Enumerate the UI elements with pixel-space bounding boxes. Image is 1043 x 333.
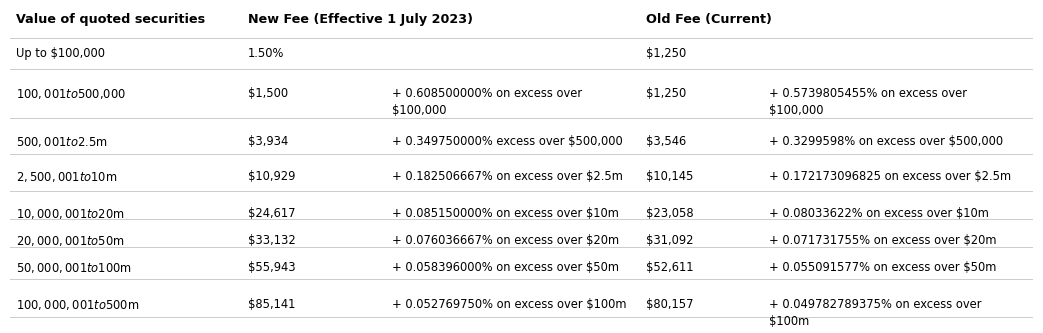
Text: + 0.182506667% on excess over $2.5m: + 0.182506667% on excess over $2.5m bbox=[392, 170, 623, 183]
Text: $52,611: $52,611 bbox=[647, 261, 694, 274]
Text: + 0.172173096825 on excess over $2.5m: + 0.172173096825 on excess over $2.5m bbox=[769, 170, 1011, 183]
Text: $23,058: $23,058 bbox=[647, 207, 694, 220]
Text: $31,092: $31,092 bbox=[647, 234, 694, 247]
Text: + 0.052769750% on excess over $100m: + 0.052769750% on excess over $100m bbox=[392, 298, 626, 311]
Text: + 0.08033622% on excess over $10m: + 0.08033622% on excess over $10m bbox=[769, 207, 989, 220]
Text: + 0.3299598% on excess over $500,000: + 0.3299598% on excess over $500,000 bbox=[769, 136, 1003, 149]
Text: $3,934: $3,934 bbox=[247, 136, 288, 149]
Text: + 0.076036667% on excess over $20m: + 0.076036667% on excess over $20m bbox=[392, 234, 618, 247]
Text: $33,132: $33,132 bbox=[247, 234, 295, 247]
Text: $1,250: $1,250 bbox=[647, 47, 686, 60]
Text: $500,001 to $2.5m: $500,001 to $2.5m bbox=[16, 136, 106, 150]
Text: $20,000,001 to $50m: $20,000,001 to $50m bbox=[16, 234, 124, 248]
Text: Up to $100,000: Up to $100,000 bbox=[16, 47, 104, 60]
Text: $1,500: $1,500 bbox=[247, 87, 288, 100]
Text: $1,250: $1,250 bbox=[647, 87, 686, 100]
Text: + 0.071731755% on excess over $20m: + 0.071731755% on excess over $20m bbox=[769, 234, 996, 247]
Text: + 0.085150000% on excess over $10m: + 0.085150000% on excess over $10m bbox=[392, 207, 618, 220]
Text: $3,546: $3,546 bbox=[647, 136, 686, 149]
Text: $50,000,001 to $100m: $50,000,001 to $100m bbox=[16, 261, 131, 275]
Text: New Fee (Effective 1 July 2023): New Fee (Effective 1 July 2023) bbox=[247, 13, 472, 26]
Text: + 0.5739805455% on excess over
$100,000: + 0.5739805455% on excess over $100,000 bbox=[769, 87, 967, 117]
Text: $100,001 to $500,000: $100,001 to $500,000 bbox=[16, 87, 125, 101]
Text: $2,500,001 to $10m: $2,500,001 to $10m bbox=[16, 170, 117, 184]
Text: 1.50%: 1.50% bbox=[247, 47, 284, 60]
Text: $24,617: $24,617 bbox=[247, 207, 295, 220]
Text: + 0.608500000% on excess over
$100,000: + 0.608500000% on excess over $100,000 bbox=[392, 87, 582, 117]
Text: $85,141: $85,141 bbox=[247, 298, 295, 311]
Text: $10,000,001 to $20m: $10,000,001 to $20m bbox=[16, 207, 124, 221]
Text: + 0.055091577% on excess over $50m: + 0.055091577% on excess over $50m bbox=[769, 261, 996, 274]
Text: $10,929: $10,929 bbox=[247, 170, 295, 183]
Text: + 0.049782789375% on excess over
$100m: + 0.049782789375% on excess over $100m bbox=[769, 298, 981, 328]
Text: $80,157: $80,157 bbox=[647, 298, 694, 311]
Text: $55,943: $55,943 bbox=[247, 261, 295, 274]
Text: + 0.349750000% excess over $500,000: + 0.349750000% excess over $500,000 bbox=[392, 136, 623, 149]
Text: + 0.058396000% on excess over $50m: + 0.058396000% on excess over $50m bbox=[392, 261, 618, 274]
Text: $100,000,001 to $500m: $100,000,001 to $500m bbox=[16, 298, 139, 312]
Text: Value of quoted securities: Value of quoted securities bbox=[16, 13, 204, 26]
Text: $10,145: $10,145 bbox=[647, 170, 694, 183]
Text: Old Fee (Current): Old Fee (Current) bbox=[647, 13, 772, 26]
